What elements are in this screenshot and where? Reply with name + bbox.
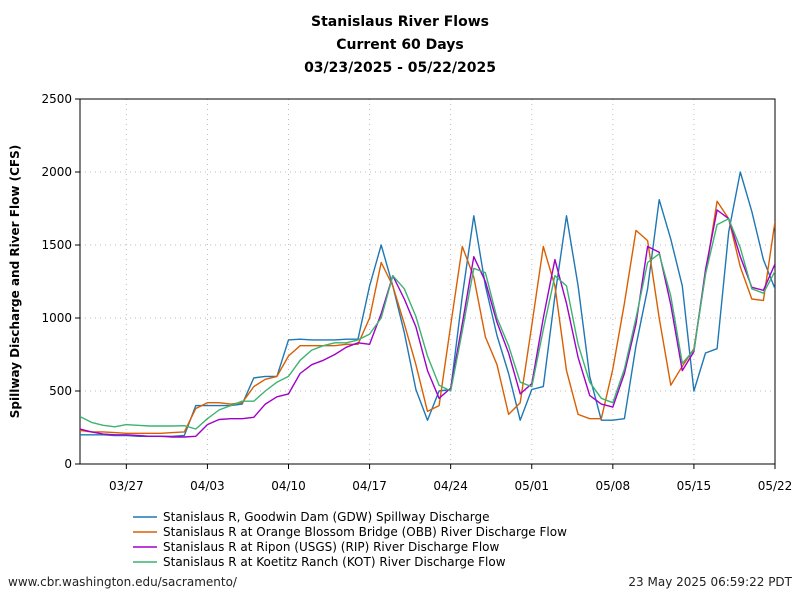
- legend-label-1: Stanislaus R, Goodwin Dam (GDW) Spillway…: [163, 510, 489, 524]
- y-tick-label-500: 500: [49, 384, 72, 398]
- series-line-4: [80, 218, 775, 430]
- legend-label-3: Stanislaus R at Ripon (USGS) (RIP) River…: [163, 540, 499, 554]
- timestamp: 23 May 2025 06:59:22 PDT: [628, 575, 792, 589]
- chart-title-line-1: Stanislaus River Flows: [311, 14, 489, 30]
- x-tick-label-05-08: 05/08: [596, 479, 631, 493]
- y-tick-label-1000: 1000: [41, 311, 72, 325]
- x-tick-label-05-15: 05/15: [677, 479, 712, 493]
- y-tick-label-2500: 2500: [41, 92, 72, 106]
- x-tick-label-04-10: 04/10: [271, 479, 306, 493]
- series-line-3: [80, 209, 775, 438]
- plot-frame: [79, 98, 776, 465]
- series-line-1: [80, 171, 775, 437]
- x-tick-label-04-17: 04/17: [352, 479, 387, 493]
- x-tick-label-05-01: 05/01: [514, 479, 549, 493]
- y-tick-label-2000: 2000: [41, 165, 72, 179]
- y-tick-label-1500: 1500: [41, 238, 72, 252]
- x-tick-label-04-24: 04/24: [433, 479, 468, 493]
- series-line-2: [80, 200, 775, 434]
- chart-title-line-3: 03/23/2025 - 05/22/2025: [304, 60, 496, 76]
- x-tick-label-05-22: 05/22: [758, 479, 793, 493]
- y-tick-label-0: 0: [64, 457, 72, 471]
- x-tick-label-03-27: 03/27: [109, 479, 144, 493]
- legend-label-2: Stanislaus R at Orange Blossom Bridge (O…: [163, 525, 567, 539]
- source-url[interactable]: www.cbr.washington.edu/sacramento/: [8, 575, 237, 589]
- x-tick-label-04-03: 04/03: [190, 479, 225, 493]
- legend-label-4: Stanislaus R at Koetitz Ranch (KOT) Rive…: [163, 555, 506, 569]
- y-axis-label: Spillway Discharge and River Flow (CFS): [8, 145, 22, 418]
- chart-title-line-2: Current 60 Days: [336, 37, 464, 53]
